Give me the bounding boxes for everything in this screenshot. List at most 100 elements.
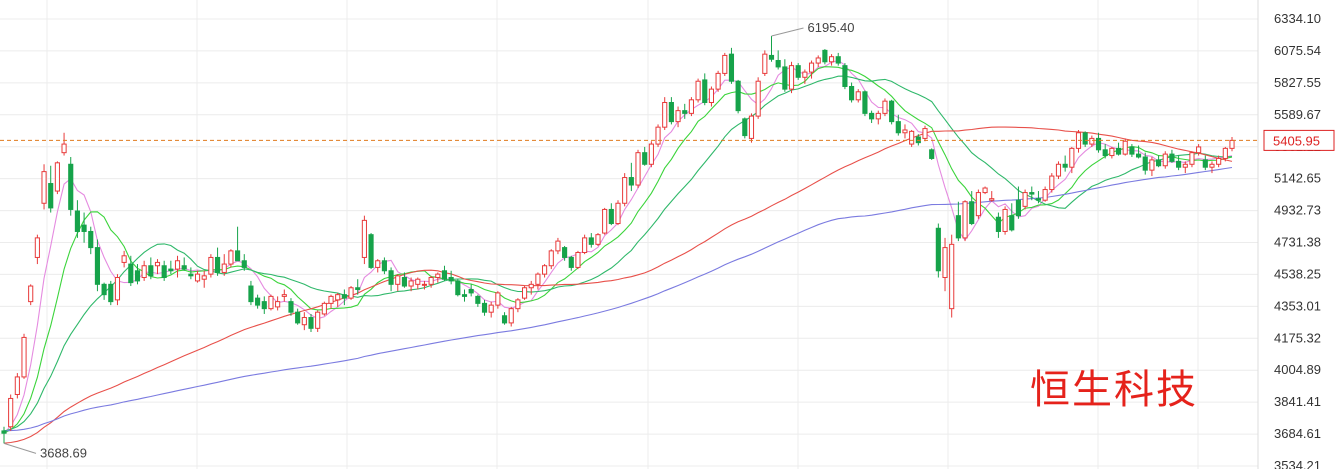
candle-body bbox=[141, 265, 147, 279]
candle-body bbox=[889, 100, 895, 123]
candle-body bbox=[528, 283, 534, 289]
candle-body bbox=[648, 143, 654, 165]
y-tick-label: 4538.25 bbox=[1274, 266, 1321, 281]
candle-body bbox=[21, 336, 27, 378]
chart-title: 恒生科技 bbox=[1030, 367, 1198, 413]
last-price-box bbox=[1263, 129, 1335, 151]
candle-body bbox=[268, 295, 274, 310]
candle-body bbox=[942, 247, 948, 279]
candle-body bbox=[121, 255, 127, 263]
candle-body bbox=[542, 265, 548, 275]
candle-body bbox=[875, 112, 881, 120]
candle-body bbox=[1182, 163, 1188, 168]
candle-body bbox=[1189, 152, 1195, 165]
candle-body bbox=[808, 62, 815, 73]
candle-body bbox=[168, 268, 174, 272]
y-tick-label: 3684.61 bbox=[1274, 426, 1321, 441]
candle-body bbox=[455, 280, 461, 296]
candle-body bbox=[1142, 156, 1148, 171]
candle-body bbox=[375, 260, 381, 268]
candle-body bbox=[495, 292, 501, 306]
candle-body bbox=[842, 65, 848, 87]
candle-body bbox=[475, 295, 481, 304]
candle-body bbox=[969, 201, 975, 225]
candle-body bbox=[715, 72, 721, 90]
candle-body bbox=[795, 65, 801, 78]
candle-body bbox=[295, 311, 301, 324]
candle-body bbox=[1022, 192, 1028, 207]
candle-body bbox=[481, 302, 488, 313]
candle-body bbox=[782, 66, 788, 90]
candle-body bbox=[949, 243, 955, 310]
candle-body bbox=[828, 56, 835, 63]
y-tick-label: 6075.54 bbox=[1274, 43, 1321, 58]
candle-body bbox=[415, 278, 421, 285]
high-annotation: 6195.40 bbox=[808, 20, 855, 35]
candle-body bbox=[1002, 208, 1008, 232]
candle-body bbox=[381, 260, 387, 272]
candle-body bbox=[1209, 163, 1215, 168]
candle-body bbox=[395, 275, 401, 285]
candle-body bbox=[508, 308, 514, 324]
candle-body bbox=[755, 80, 761, 117]
candle-body bbox=[134, 270, 141, 282]
candle-body bbox=[101, 283, 107, 296]
candle-body bbox=[1029, 192, 1035, 195]
candle-body bbox=[1176, 160, 1182, 168]
candle-body bbox=[622, 177, 628, 204]
candle-body bbox=[341, 294, 347, 299]
candle-body bbox=[1062, 163, 1068, 168]
candle-body bbox=[174, 260, 181, 270]
candle-body bbox=[608, 208, 614, 225]
candle-body bbox=[1135, 153, 1142, 158]
candle-body bbox=[922, 128, 928, 139]
candle-body bbox=[1129, 146, 1135, 155]
candle-body bbox=[728, 53, 735, 82]
candle-body bbox=[435, 273, 441, 279]
candle-body bbox=[635, 152, 641, 186]
candle-body bbox=[788, 65, 795, 90]
candle-body bbox=[1095, 137, 1102, 151]
candle-body bbox=[722, 54, 728, 74]
candle-body bbox=[355, 287, 361, 290]
candle-body bbox=[882, 100, 888, 114]
candle-body bbox=[61, 143, 67, 154]
candle-body bbox=[989, 198, 995, 201]
candle-body bbox=[261, 301, 267, 310]
candle-body bbox=[281, 294, 287, 297]
high-annotation-leader bbox=[771, 27, 804, 37]
candle-body bbox=[421, 283, 428, 286]
candle-body bbox=[975, 192, 981, 217]
y-tick-label: 5827.55 bbox=[1274, 75, 1321, 90]
candle-body bbox=[1082, 132, 1088, 145]
candle-body bbox=[548, 250, 554, 267]
candle-body bbox=[768, 54, 775, 60]
candle-body bbox=[1162, 153, 1168, 167]
candle-body bbox=[1, 430, 7, 434]
candle-body bbox=[308, 317, 314, 329]
candle-body bbox=[515, 299, 521, 310]
y-tick-label: 4004.89 bbox=[1274, 362, 1321, 377]
candle-body bbox=[1169, 153, 1175, 162]
candle-body bbox=[228, 250, 234, 265]
candle-body bbox=[41, 171, 47, 204]
candle-body bbox=[388, 270, 394, 285]
y-tick-label: 6334.10 bbox=[1274, 11, 1321, 26]
candle-body bbox=[575, 252, 581, 268]
candle-body bbox=[428, 277, 434, 285]
candle-body bbox=[688, 99, 694, 114]
y-tick-label: 3841.41 bbox=[1274, 394, 1321, 409]
candle-body bbox=[1216, 157, 1222, 165]
candle-body bbox=[1229, 139, 1235, 149]
candle-body bbox=[582, 237, 588, 254]
candle-body bbox=[241, 260, 247, 268]
candle-body bbox=[849, 85, 855, 101]
candle-body bbox=[221, 263, 227, 273]
candle-body bbox=[335, 294, 341, 301]
candle-body bbox=[595, 234, 601, 245]
candle-body bbox=[1042, 189, 1048, 201]
candle-body bbox=[995, 216, 1001, 232]
candle-body bbox=[448, 277, 454, 282]
